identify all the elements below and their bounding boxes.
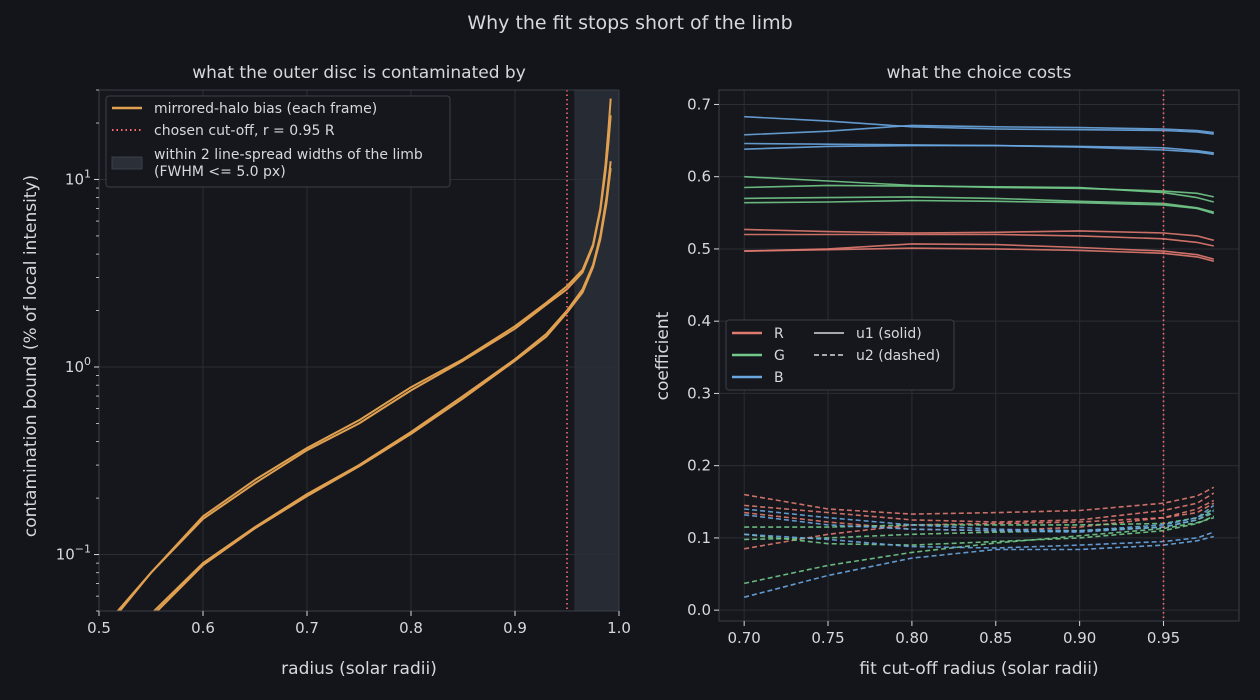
left-panel-title: what the outer disc is contaminated by [192,63,526,83]
legend-halo-label: mirrored-halo bias (each frame) [154,101,377,117]
coef-line-R-u1-2 [744,243,1215,260]
legend-band-swatch [111,156,143,170]
coef-line-G-u2-19 [744,516,1215,585]
halo-bias-line-1 [119,115,612,612]
coef-line-G-u1-6 [744,196,1214,213]
right-x-tick-label: 0.75 [811,629,844,647]
halo-bias-line-3 [156,167,612,612]
legend-band-label: within 2 line-spread widths of the limb [154,147,423,163]
left-x-tick-label: 1.0 [607,619,631,637]
limb-shaded-band [574,90,619,611]
coef-line-R-u1-3 [744,247,1214,262]
figure-title: Why the fit stops short of the limb [467,12,792,34]
right-x-tick-label: 0.85 [979,629,1012,647]
coef-line-R-u2-12 [744,486,1215,515]
legend-cutoff-label: chosen cut-off, r = 0.95 R [154,123,335,139]
right-y-tick-label: 0.5 [687,240,711,258]
right-y-tick-label: 0.6 [687,168,711,186]
halo-bias-curves [116,98,612,612]
coef-line-G-u1-5 [744,184,1215,203]
coef-line-B-u1-11 [744,144,1214,156]
right-panel-title: what the choice costs [886,63,1071,83]
left-x-tick-label: 0.5 [87,619,111,637]
coef-line-R-u2-15 [744,502,1215,550]
left-x-tick-label: 0.9 [503,619,527,637]
legend-u1-label: u1 (solid) [856,326,922,342]
coefficient-curves [743,115,1215,598]
left-legend-box [105,95,451,188]
left-x-axis-label: radius (solar radii) [281,659,437,679]
right-y-tick-label: 0.2 [687,457,711,475]
left-x-tick-label: 0.6 [191,619,215,637]
coef-line-R-u1-1 [744,233,1214,247]
coef-line-B-u2-21 [744,509,1215,533]
legend-b-label: B [774,370,784,386]
right-x-ticks: 0.70 0.75 0.80 0.85 0.90 0.95 [727,621,1180,647]
coef-line-R-u1-0 [744,228,1215,242]
left-x-ticks: 0.5 0.6 0.7 0.8 0.9 1.0 [87,611,631,637]
right-x-axis-label: fit cut-off radius (solar radii) [859,659,1098,679]
left-y-axis-label: contamination bound (% of local intensit… [21,175,41,537]
right-y-tick-label: 0.4 [687,312,711,330]
left-axes-frame [98,89,620,612]
right-y-tick-label: 0.0 [687,601,711,619]
right-y-tick-label: 0.7 [687,95,711,113]
right-x-tick-label: 0.90 [1063,629,1096,647]
right-y-tick-label: 0.1 [687,529,711,547]
legend-r-label: R [774,326,784,342]
left-x-tick-label: 0.8 [399,619,423,637]
right-y-axis-label: coefficient [653,311,673,400]
legend-u2-label: u2 (dashed) [856,348,940,364]
coef-line-B-u2-20 [744,504,1215,532]
right-y-tick-label: 0.3 [687,384,711,402]
coef-line-B-u1-9 [744,124,1214,136]
coefficient-panel: 0.70 0.75 0.80 0.85 0.90 0.95 0.0 0.1 0.2 0.3 0.4… [653,63,1240,679]
legend-g-label: G [774,348,785,364]
coef-line-R-u2-14 [744,499,1215,532]
right-axes-frame [718,89,1240,622]
coef-line-G-u1-7 [744,199,1215,215]
legend-band-label-fwhm: (FWHM <= 5.0 px) [154,164,286,180]
right-y-ticks: 0.0 0.1 0.2 0.3 0.4 0.5 0.6 0.7 [687,95,719,619]
coef-line-B-u2-22 [744,531,1215,549]
coef-line-B-u1-8 [744,115,1214,135]
right-x-tick-label: 0.70 [727,629,760,647]
left-legend: mirrored-halo bias (each frame) chosen c… [105,95,451,188]
coef-line-B-u2-23 [743,535,1214,598]
coef-line-G-u2-16 [744,508,1215,528]
left-x-tick-label: 0.7 [295,619,319,637]
coef-line-R-u2-13 [744,492,1215,523]
right-x-tick-label: 0.95 [1147,629,1180,647]
right-x-tick-label: 0.80 [895,629,928,647]
coef-line-G-u2-17 [744,515,1215,546]
right-legend: R G B u1 (solid) u2 (dashed) [725,319,955,391]
